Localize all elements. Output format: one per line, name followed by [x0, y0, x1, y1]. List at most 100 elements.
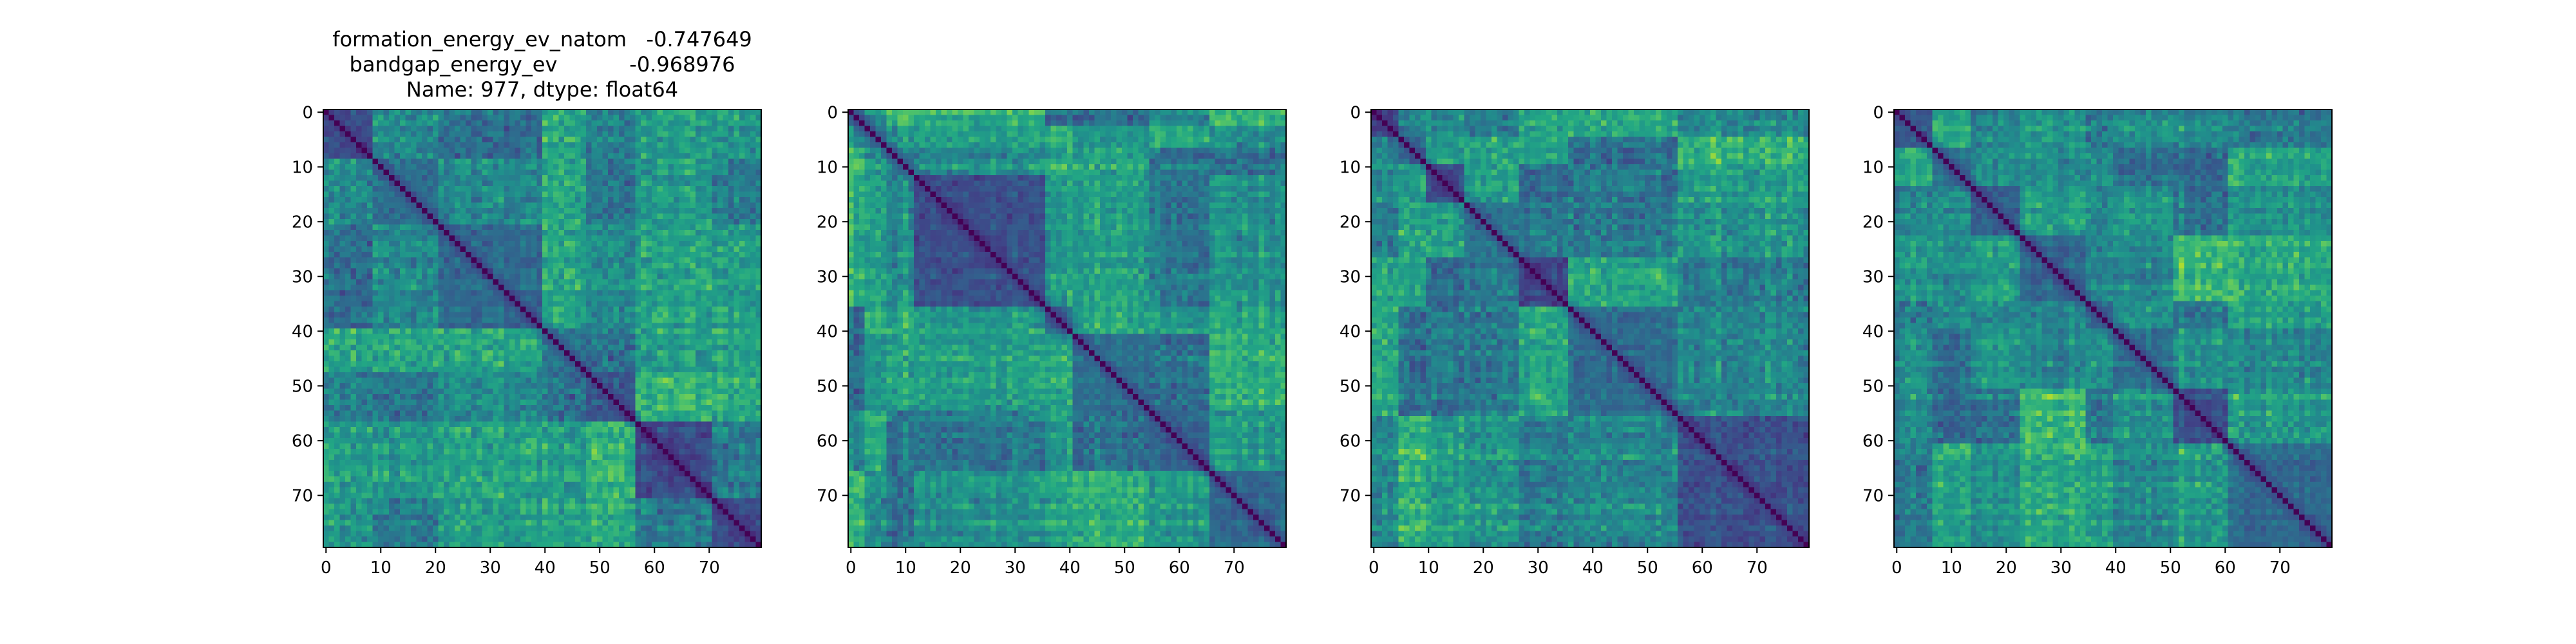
heatmap-cell — [433, 159, 439, 165]
heatmap-cell — [515, 170, 521, 176]
heatmap-cell — [603, 126, 609, 132]
heatmap-cell — [460, 263, 466, 269]
heatmap-cell — [389, 219, 395, 225]
heatmap-cell — [603, 400, 609, 406]
heatmap-cell — [685, 350, 690, 356]
heatmap-cell — [570, 433, 576, 439]
heatmap-cell — [701, 438, 707, 444]
heatmap-cell — [400, 269, 406, 274]
heatmap-cell — [411, 427, 417, 433]
heatmap-cell — [334, 115, 340, 121]
heatmap-cell — [636, 345, 641, 351]
heatmap-cell — [362, 356, 368, 362]
heatmap-cell — [334, 438, 340, 444]
heatmap-cell — [351, 258, 357, 263]
heatmap-cell — [674, 263, 679, 269]
heatmap-cell — [647, 367, 652, 373]
heatmap-cell — [734, 208, 740, 214]
heatmap-cell — [739, 383, 745, 389]
heatmap-cell — [378, 137, 384, 143]
heatmap-cell — [395, 131, 401, 137]
heatmap-cell — [712, 192, 718, 198]
heatmap-cell — [482, 405, 488, 411]
heatmap-cell — [636, 339, 641, 345]
heatmap-cell — [537, 252, 543, 258]
heatmap-cell — [728, 159, 734, 165]
heatmap-cell — [323, 290, 329, 296]
heatmap-cell — [658, 317, 663, 323]
heatmap-cell — [471, 164, 477, 170]
heatmap-cell — [526, 208, 532, 214]
heatmap-cell — [586, 164, 592, 170]
heatmap-cell — [526, 433, 532, 439]
heatmap-cell — [504, 164, 510, 170]
heatmap-cell — [586, 307, 592, 312]
heatmap-cell — [597, 148, 603, 154]
heatmap-cell — [652, 142, 658, 148]
heatmap-cell — [570, 197, 576, 203]
heatmap-cell — [526, 115, 532, 121]
heatmap-cell — [444, 400, 450, 406]
heatmap-cell — [592, 181, 598, 187]
heatmap-cell — [384, 263, 390, 269]
heatmap-cell — [564, 334, 570, 340]
heatmap-cell — [592, 153, 598, 159]
heatmap-cell — [734, 301, 740, 307]
heatmap-cell — [701, 225, 707, 231]
heatmap-cell — [630, 372, 636, 378]
heatmap-cell — [367, 203, 373, 209]
heatmap-cell — [498, 170, 504, 176]
heatmap-cell — [422, 285, 428, 290]
heatmap-cell — [614, 175, 620, 181]
heatmap-cell — [493, 274, 499, 279]
heatmap-cell — [696, 170, 701, 176]
heatmap-cell — [444, 252, 450, 258]
heatmap-cell — [411, 367, 417, 373]
heatmap-cell — [696, 230, 701, 236]
heatmap-cell — [641, 159, 647, 165]
heatmap-cell — [717, 361, 723, 367]
heatmap-cell — [641, 230, 647, 236]
heatmap-cell — [406, 312, 412, 318]
heatmap-cell — [734, 411, 740, 417]
heatmap-cell — [745, 383, 751, 389]
heatmap-cell — [636, 120, 641, 126]
heatmap-cell — [411, 269, 417, 274]
heatmap-cell — [373, 208, 379, 214]
heatmap-cell — [411, 339, 417, 345]
heatmap-cell — [406, 416, 412, 422]
heatmap-cell — [471, 236, 477, 242]
heatmap-cell — [636, 170, 641, 176]
heatmap-cell — [450, 296, 455, 301]
heatmap-cell — [685, 236, 690, 242]
heatmap-cell — [504, 159, 510, 165]
heatmap-cell — [745, 416, 751, 422]
heatmap-cell — [334, 197, 340, 203]
heatmap-cell — [597, 236, 603, 242]
heatmap-cell — [345, 186, 351, 192]
heatmap-cell — [586, 367, 592, 373]
heatmap-cell — [422, 411, 428, 417]
heatmap-cell — [537, 307, 543, 312]
heatmap-cell — [668, 274, 674, 279]
heatmap-cell — [362, 258, 368, 263]
heatmap-cell — [389, 269, 395, 274]
heatmap-cell — [603, 164, 609, 170]
heatmap-cell — [384, 345, 390, 351]
heatmap-cell — [696, 411, 701, 417]
heatmap-cell — [504, 252, 510, 258]
heatmap-cell — [706, 279, 712, 285]
heatmap-cell — [701, 323, 707, 329]
heatmap-cell — [466, 328, 471, 334]
heatmap-cell — [389, 203, 395, 209]
heatmap-cell — [597, 400, 603, 406]
heatmap-cell — [581, 214, 587, 220]
heatmap-cell — [658, 258, 663, 263]
heatmap-cell — [362, 350, 368, 356]
heatmap-cell — [395, 263, 401, 269]
heatmap-cell — [685, 317, 690, 323]
heatmap-cell — [493, 433, 499, 439]
heatmap-cell — [658, 274, 663, 279]
heatmap-cell — [395, 269, 401, 274]
heatmap-cell — [717, 334, 723, 340]
